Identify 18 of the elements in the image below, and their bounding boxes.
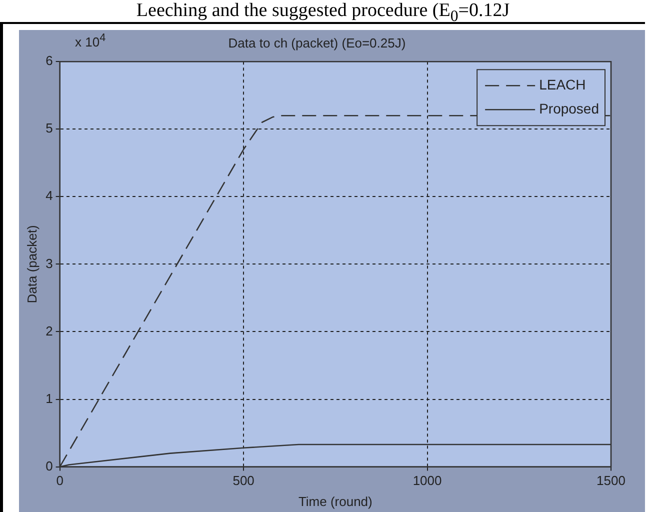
- y-tick-label: 5: [46, 120, 53, 136]
- y-tick-label: 4: [46, 188, 53, 204]
- legend-label: LEACH: [539, 76, 586, 92]
- text: x 10$^{4}$: [75, 32, 106, 50]
- text: Leeching and the suggested procedure (E$_{0}$=0.12J: [135, 0, 511, 25]
- y-tick-label: 2: [46, 323, 53, 338]
- x-axis-title: Time (round): [298, 494, 372, 509]
- y-tick-label: 1: [46, 390, 53, 406]
- y-tick-label: 6: [46, 53, 53, 68]
- x-tick-label: 1500: [596, 473, 626, 488]
- y-tick-label: 0: [46, 458, 53, 474]
- y-axis-title: Data (packet): [24, 225, 40, 304]
- chart-title: Data to ch (packet) (Eo=0.25J): [228, 35, 406, 50]
- legend-label: Proposed: [539, 100, 600, 116]
- x-tick-label: 1000: [412, 473, 442, 488]
- y-tick-label: 3: [46, 256, 53, 271]
- x-tick-label: 0: [56, 473, 64, 488]
- x-tick-label: 500: [232, 473, 254, 488]
